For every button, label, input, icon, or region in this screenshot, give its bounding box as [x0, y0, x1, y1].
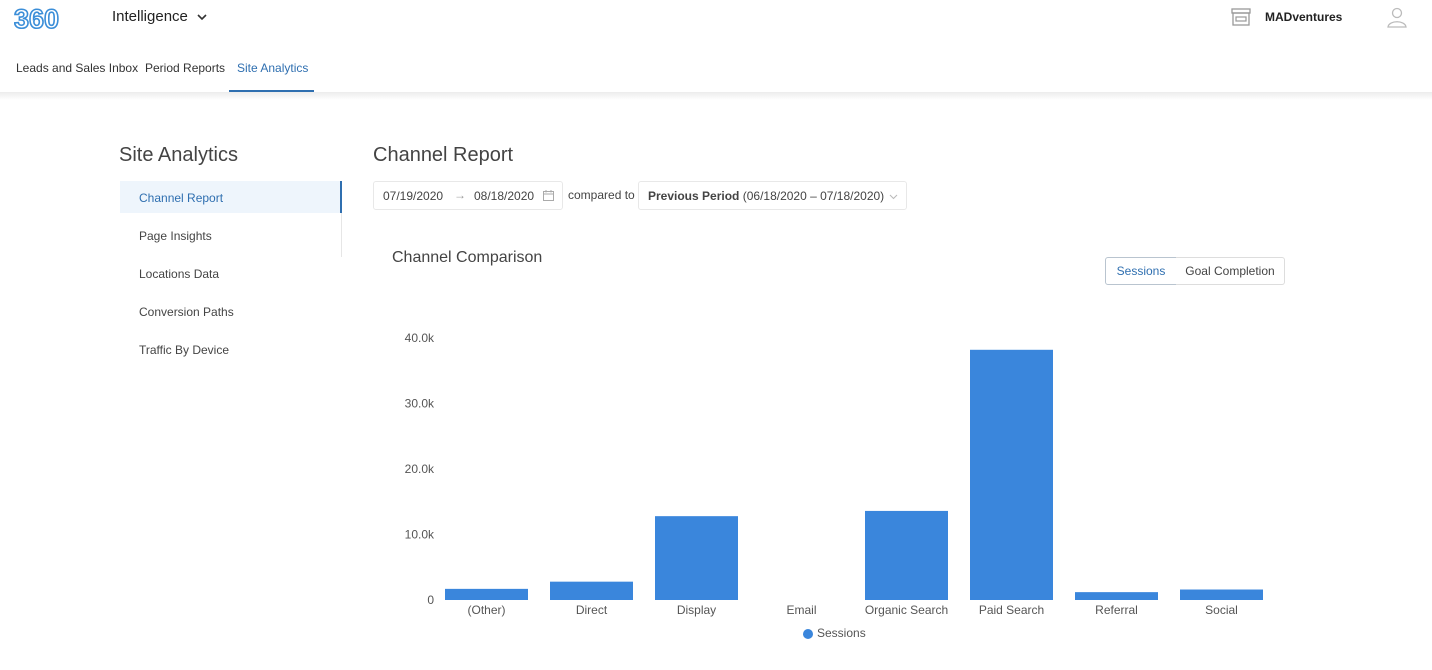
bar[interactable]: [1075, 592, 1158, 600]
bar[interactable]: [445, 588, 528, 600]
x-tick-label: Social: [1205, 603, 1238, 617]
page-title: Channel Report: [373, 144, 514, 166]
sidebar-title: Site Analytics: [119, 144, 238, 166]
user-avatar-icon[interactable]: [1386, 6, 1408, 28]
calendar-icon[interactable]: [543, 190, 554, 201]
sessions-toggle[interactable]: Sessions: [1105, 257, 1177, 285]
y-tick-label: 10.0k: [405, 528, 435, 542]
legend-label[interactable]: Sessions: [817, 626, 866, 640]
sidebar-rail: [341, 181, 342, 257]
sidebar-item-locations-data[interactable]: Locations Data: [139, 267, 220, 281]
logo-icon[interactable]: 360: [14, 4, 66, 32]
compared-to-label: compared to: [568, 188, 635, 202]
y-tick-label: 20.0k: [405, 462, 435, 476]
storefront-icon[interactable]: [1231, 8, 1251, 26]
x-tick-label: Organic Search: [865, 603, 948, 617]
bar[interactable]: [550, 581, 633, 600]
chart-title: Channel Comparison: [392, 249, 543, 266]
x-tick-label: Display: [677, 603, 716, 617]
end-date-input[interactable]: 08/18/2020: [474, 189, 535, 203]
header-divider: [0, 92, 1432, 100]
logo-text: 360: [14, 4, 59, 32]
start-date-input[interactable]: 07/19/2020: [383, 189, 444, 203]
goal-completion-toggle[interactable]: Goal Completion: [1176, 257, 1285, 285]
chevron-down-icon: [889, 194, 898, 200]
x-tick-label: Paid Search: [979, 603, 1044, 617]
x-tick-label: (Other): [467, 603, 505, 617]
period-range: (06/18/2020 – 07/18/2020): [742, 189, 885, 203]
date-range-arrow: →: [454, 188, 466, 202]
tab-period-reports[interactable]: Period Reports: [145, 61, 226, 75]
main-tabs: Leads and Sales Inbox Period Reports Sit…: [0, 48, 1432, 92]
x-tick-label: Referral: [1095, 603, 1138, 617]
y-tick-label: 0: [427, 593, 434, 607]
sidebar-item-traffic-by-device[interactable]: Traffic By Device: [139, 343, 230, 357]
tab-leads-and-sales-inbox[interactable]: Leads and Sales Inbox: [16, 61, 139, 75]
chevron-down-icon: [197, 13, 207, 20]
app-switcher[interactable]: Intelligence: [112, 8, 208, 25]
y-tick-label: 30.0k: [405, 397, 435, 411]
sidebar-item-page-insights[interactable]: Page Insights: [139, 229, 212, 243]
x-tick-label: Email: [786, 603, 816, 617]
period-label: Previous Period: [648, 189, 740, 203]
sidebar-item-conversion-paths[interactable]: Conversion Paths: [139, 305, 234, 319]
legend-marker: [803, 629, 813, 639]
y-tick-label: 40.0k: [405, 331, 435, 345]
channel-comparison-chart: 0 10.0k 20.0k 30.0k 40.0k (Other) Direct Displa…: [405, 331, 1263, 640]
active-tab-indicator: [229, 90, 314, 92]
sidebar-item-channel-report[interactable]: Channel Report: [120, 181, 342, 213]
bar[interactable]: [865, 510, 948, 600]
comparison-period-select[interactable]: Previous Period (06/18/2020 – 07/18/2020…: [638, 181, 907, 210]
top-bar: 360 Intelligence MADventures: [0, 0, 1432, 36]
x-tick-label: Direct: [576, 603, 608, 617]
bar[interactable]: [655, 516, 738, 600]
tab-site-analytics[interactable]: Site Analytics: [237, 61, 309, 75]
date-range-picker[interactable]: 07/19/2020 → 08/18/2020: [373, 181, 563, 210]
account-name[interactable]: MADventures: [1265, 10, 1343, 24]
bar[interactable]: [1180, 589, 1263, 600]
bar[interactable]: [970, 349, 1053, 600]
app-name: Intelligence: [112, 8, 188, 25]
